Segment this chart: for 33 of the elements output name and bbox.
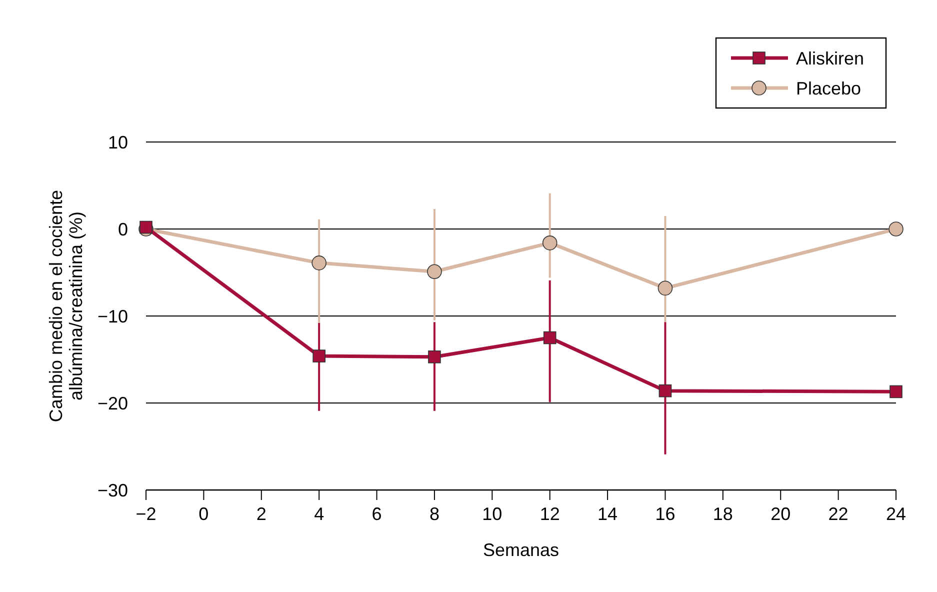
x-tick-label: 18 [712,504,733,524]
point [542,236,558,250]
y-tick-label: 10 [108,132,128,152]
x-tick-label: 16 [655,504,676,524]
point [658,384,672,398]
point [890,385,902,398]
point [428,350,441,364]
x-tick-label: 10 [482,504,502,524]
y-tick-label: 0 [118,219,128,240]
legend-label: Placebo [796,78,862,98]
x-tick-label: 14 [598,504,618,524]
y-tick-label: −20 [97,393,128,414]
point [543,331,556,344]
x-axis-title: Semanas [482,540,560,560]
x-tick-label: 4 [314,504,324,524]
y-tick-label: −10 [97,306,128,326]
point [888,222,904,236]
x-tick-label: 8 [429,504,440,524]
point [312,256,326,270]
x-tick-label: 6 [372,504,382,524]
x-tick-label: −2 [136,504,156,524]
x-tick-label: 12 [540,504,560,524]
y-tick-label: −30 [97,480,128,500]
legend-label: Aliskiren [796,48,864,68]
point [658,280,673,296]
x-tick-label: 22 [828,504,848,524]
point [312,350,326,362]
x-tick-label: 0 [198,504,209,524]
x-tick-label: 24 [886,504,906,524]
x-tick-label: 20 [770,504,791,524]
y-axis-title: Cambio medio en el cociente albúmina/creatinina (%) [46,190,86,422]
point [427,264,442,280]
x-tick-label: 2 [256,504,266,524]
